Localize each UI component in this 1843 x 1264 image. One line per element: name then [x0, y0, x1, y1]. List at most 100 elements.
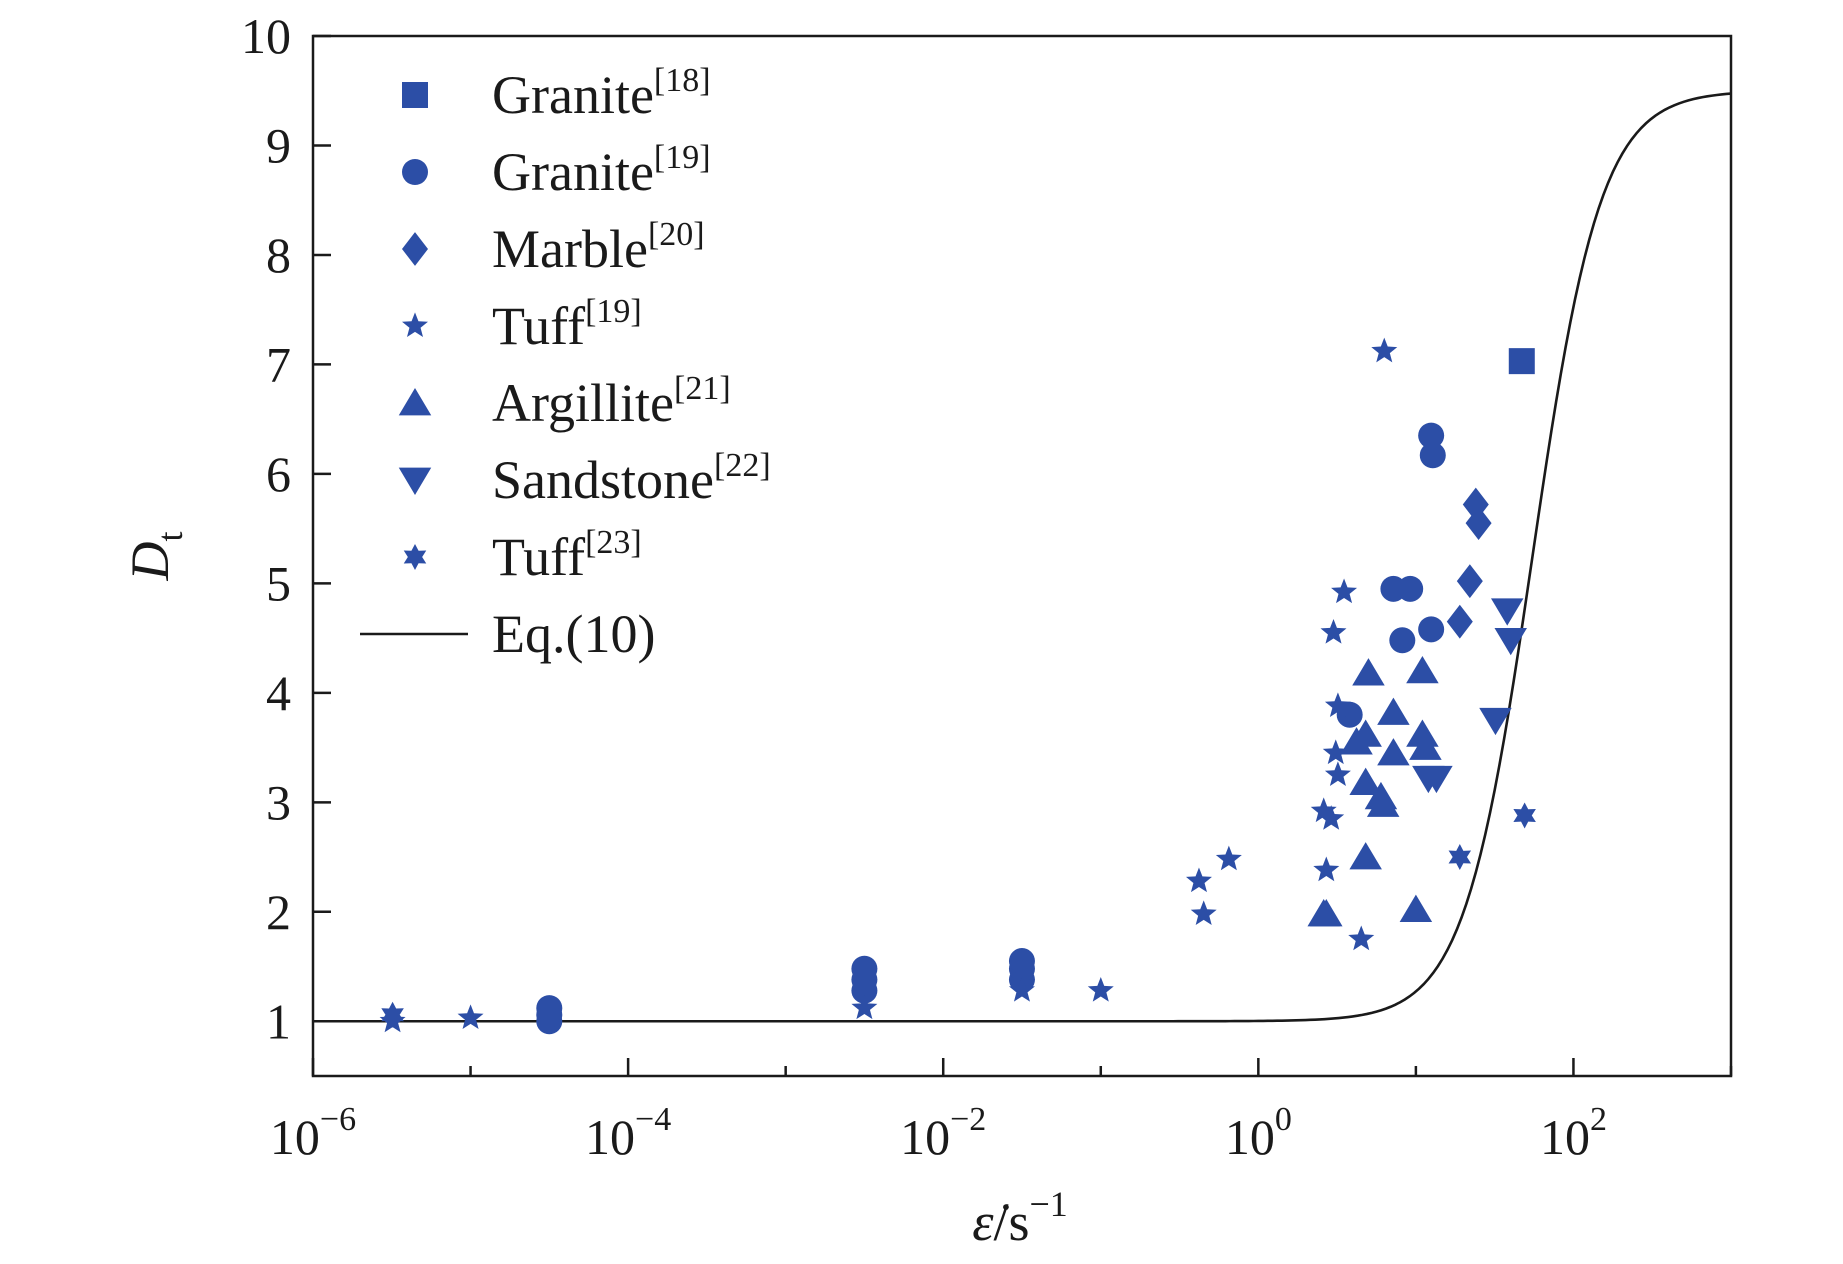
data-point-1-11	[1397, 575, 1424, 602]
data-point-4-11	[1406, 655, 1439, 684]
legend-marker-1	[402, 159, 428, 185]
legend-label-5: Sandstone[22]	[492, 447, 771, 510]
data-layer	[313, 92, 1732, 1035]
x-tick-label-1: 10−4	[585, 1101, 671, 1165]
series-granite-1	[536, 422, 1446, 1035]
legend-marker-0	[402, 82, 428, 108]
legend-item-0: Granite[18]	[402, 62, 711, 125]
legend-label-1: Granite[19]	[492, 139, 711, 202]
series-tuff-3	[379, 337, 1398, 1033]
y-tick-label-3: 4	[266, 665, 291, 721]
data-point-1-2	[536, 995, 563, 1022]
legend-item-3: Tuff[19]	[402, 293, 642, 356]
data-point-5-1	[1420, 765, 1453, 794]
data-point-4-12	[1406, 719, 1439, 747]
data-point-1-14	[1418, 422, 1445, 449]
data-point-3-15	[1331, 578, 1358, 604]
data-point-6-2	[1513, 802, 1536, 829]
legend-label-0: Granite[18]	[492, 62, 711, 125]
legend-item-2: Marble[20]	[402, 216, 705, 279]
x-axis-label: ε̇/s−1	[972, 1184, 1068, 1252]
axes: 10−6 10−4 10−2 100 102 1 2 3 4 5 6 7 8 9 10 ε̇/s−1 Dt	[120, 8, 1733, 1252]
data-point-2-3	[1446, 604, 1473, 639]
legend-ref-1: [19]	[654, 139, 711, 176]
x-tick-label-4: 102	[1540, 1101, 1607, 1165]
data-point-4-13	[1409, 732, 1442, 760]
y-tick-label-0: 1	[266, 993, 291, 1049]
data-point-3-5	[1185, 867, 1212, 893]
legend-ref-3: [19]	[585, 293, 642, 330]
data-point-2-2	[1456, 564, 1483, 599]
data-point-3-16	[1371, 337, 1398, 363]
data-point-5-4	[1479, 707, 1512, 736]
data-point-4-7	[1366, 789, 1400, 817]
data-point-3-14	[1318, 805, 1345, 830]
y-tick-label-1: 2	[266, 884, 291, 940]
data-point-3-1	[457, 1004, 484, 1030]
y-tick-label-2: 3	[266, 774, 291, 830]
data-point-3-2	[851, 994, 878, 1020]
series-argillite-4	[1307, 655, 1442, 927]
legend-marker-3	[402, 312, 428, 338]
series-sandstone-5	[1412, 598, 1527, 794]
data-point-4-4	[1340, 727, 1373, 755]
plot-frame	[311, 34, 1733, 1078]
y-tick-label-4: 5	[266, 555, 291, 611]
data-point-3-3	[1008, 976, 1035, 1002]
legend-marker-4	[398, 388, 432, 416]
data-point-3-9	[1313, 856, 1340, 882]
data-point-3-10	[1320, 618, 1347, 644]
data-point-1-15	[1419, 442, 1446, 469]
y-axis-ticks: 1 2 3 4 5 6 7 8 9 10	[241, 8, 331, 1049]
legend-item-4: Argillite[21]	[398, 370, 731, 433]
series-granite-0	[1508, 348, 1535, 375]
legend-marker-2	[402, 232, 428, 266]
data-point-3-12	[1324, 761, 1351, 786]
y-tick-label-7: 8	[266, 227, 291, 283]
data-point-4-2	[1352, 658, 1385, 686]
data-point-5-2	[1490, 598, 1524, 626]
y-tick-label-6: 7	[266, 336, 291, 392]
legend-ref-6: [23]	[585, 524, 642, 561]
legend-ref-0: [18]	[654, 62, 711, 99]
data-point-4-10	[1377, 738, 1410, 766]
data-point-3-8	[1310, 797, 1337, 823]
series-tuff-6	[381, 802, 1536, 1028]
data-point-3-13	[1324, 692, 1351, 718]
data-point-1-5	[851, 955, 878, 982]
data-point-3-11	[1322, 739, 1349, 765]
data-point-4-1	[1310, 899, 1343, 927]
data-point-6-0	[381, 1001, 404, 1028]
y-tick-label-9: 10	[241, 8, 291, 64]
x-axis-ticks: 10−6 10−4 10−2 100 102	[270, 1058, 1733, 1165]
data-point-4-9	[1377, 697, 1410, 725]
legend-label-4: Argillite[21]	[492, 370, 731, 433]
data-point-2-1	[1465, 506, 1492, 541]
legend-label-7: Eq.(10)	[492, 604, 655, 664]
legend-item-1: Granite[19]	[402, 139, 711, 202]
legend-ref-5: [22]	[714, 447, 771, 484]
data-point-1-8	[1008, 948, 1035, 975]
data-point-3-4	[1087, 976, 1114, 1002]
legend-item-6: Tuff[23]	[403, 524, 642, 587]
x-tick-label-2: 10−2	[900, 1101, 986, 1165]
y-axis-label: Dt	[120, 531, 190, 581]
series-marble-2	[1446, 487, 1492, 639]
y-tick-label-5: 6	[266, 446, 291, 502]
legend-item-5: Sandstone[22]	[398, 447, 771, 510]
legend-label-6: Tuff[23]	[492, 524, 642, 587]
legend-item-7: Eq.(10)	[360, 604, 655, 664]
legend-marker-5	[398, 467, 432, 495]
x-tick-label-3: 100	[1225, 1101, 1292, 1165]
data-point-3-6	[1190, 900, 1217, 926]
legend-ref-4: [21]	[674, 370, 731, 407]
data-point-4-5	[1349, 767, 1382, 795]
data-point-3-17	[1348, 925, 1375, 951]
data-point-4-14	[1399, 894, 1433, 922]
x-tick-label-0: 10−6	[270, 1101, 356, 1165]
data-point-5-3	[1494, 627, 1527, 656]
legend: Granite[18] Granite[19] Marble[20] Tuff[19]…	[360, 62, 771, 664]
legend-label-3: Tuff[19]	[492, 293, 642, 356]
data-point-3-7	[1215, 845, 1242, 871]
legend-ref-2: [20]	[648, 216, 705, 253]
